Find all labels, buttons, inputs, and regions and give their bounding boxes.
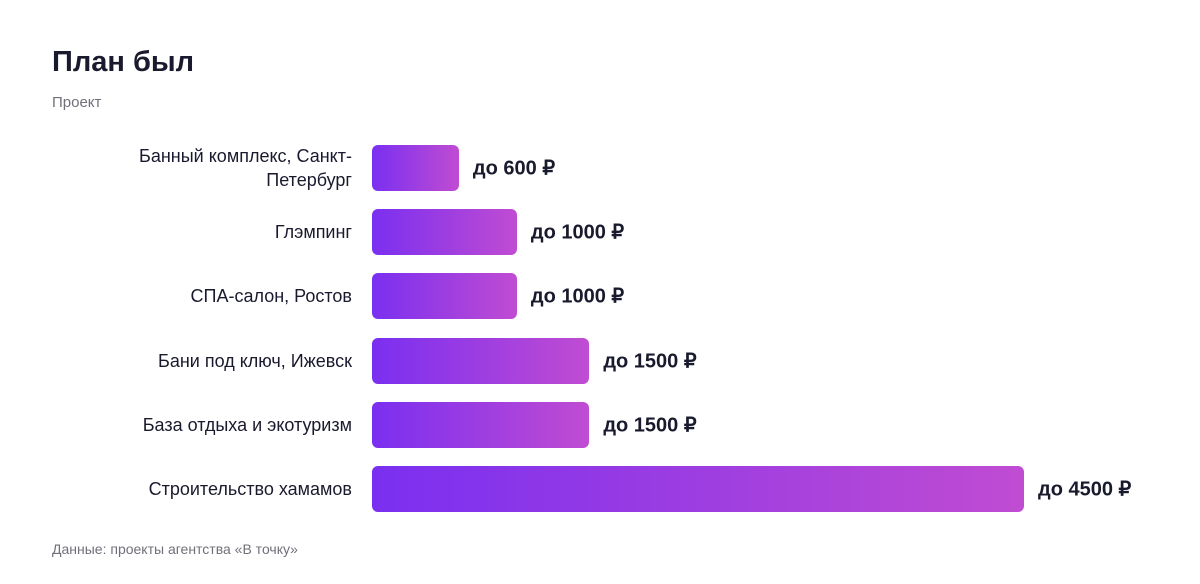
chart-title: План был — [52, 46, 195, 78]
data-label: до 1000 ₽ — [530, 285, 625, 308]
bar — [372, 401, 590, 448]
bar — [372, 209, 517, 256]
chart-subtitle: Проект — [52, 94, 102, 111]
bar — [372, 145, 459, 191]
y-tick-label: Банный комплекс, Санкт-Петербург — [139, 146, 352, 190]
bar — [372, 273, 517, 320]
y-tick-label: Глэмпинг — [274, 222, 352, 243]
y-tick-label: Строительство хамамов — [148, 479, 352, 499]
data-label: до 1500 ₽ — [603, 350, 697, 373]
y-tick-label: СПА-салон, Ростов — [190, 286, 352, 307]
y-tick-label: База отдыха и экотуризм — [142, 414, 352, 435]
data-label: до 4500 ₽ — [1038, 478, 1132, 501]
data-label: до 600 ₽ — [472, 157, 556, 180]
bar — [372, 337, 590, 384]
source-note: Данные: проекты агентства «В точку» — [52, 541, 298, 557]
y-tick-label: Бани под ключ, Ижевск — [158, 350, 352, 371]
data-label: до 1500 ₽ — [603, 414, 697, 437]
data-label: до 1000 ₽ — [530, 221, 625, 244]
bar — [372, 466, 1024, 512]
